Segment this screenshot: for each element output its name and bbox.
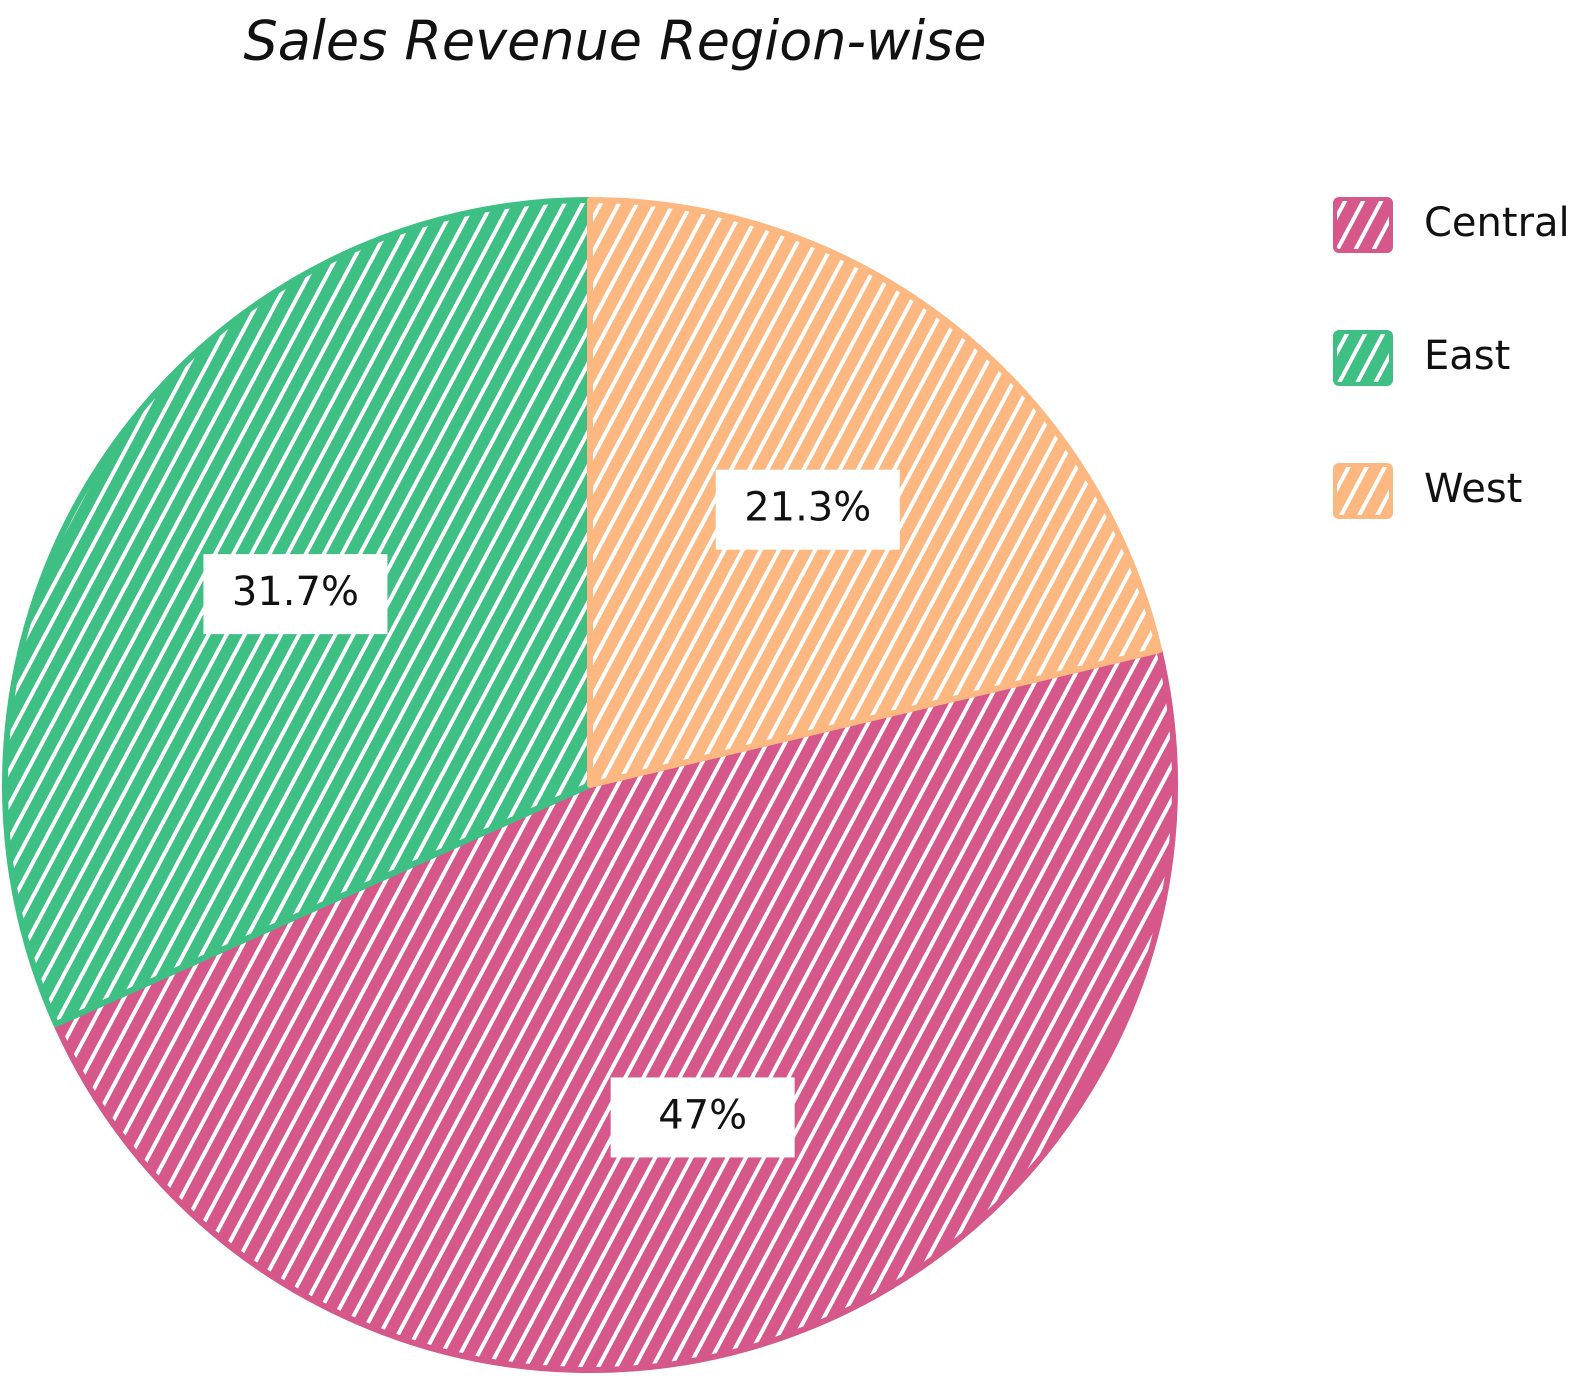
data-label: 31.7% xyxy=(232,569,359,615)
legend-swatch xyxy=(1333,463,1393,519)
data-label: 21.3% xyxy=(744,485,871,531)
pie-slice xyxy=(53,647,1178,1373)
legend-label: East xyxy=(1424,333,1510,379)
chart-title: Sales Revenue Region-wise xyxy=(244,10,987,73)
label-box xyxy=(610,1077,795,1158)
data-label: 47% xyxy=(658,1092,747,1138)
label-box xyxy=(715,469,900,550)
legend-swatch xyxy=(1333,330,1393,386)
legend-label: Central xyxy=(1424,200,1570,246)
legend-swatch xyxy=(1333,197,1393,253)
label-box xyxy=(203,554,388,635)
legend-label: West xyxy=(1424,466,1522,512)
